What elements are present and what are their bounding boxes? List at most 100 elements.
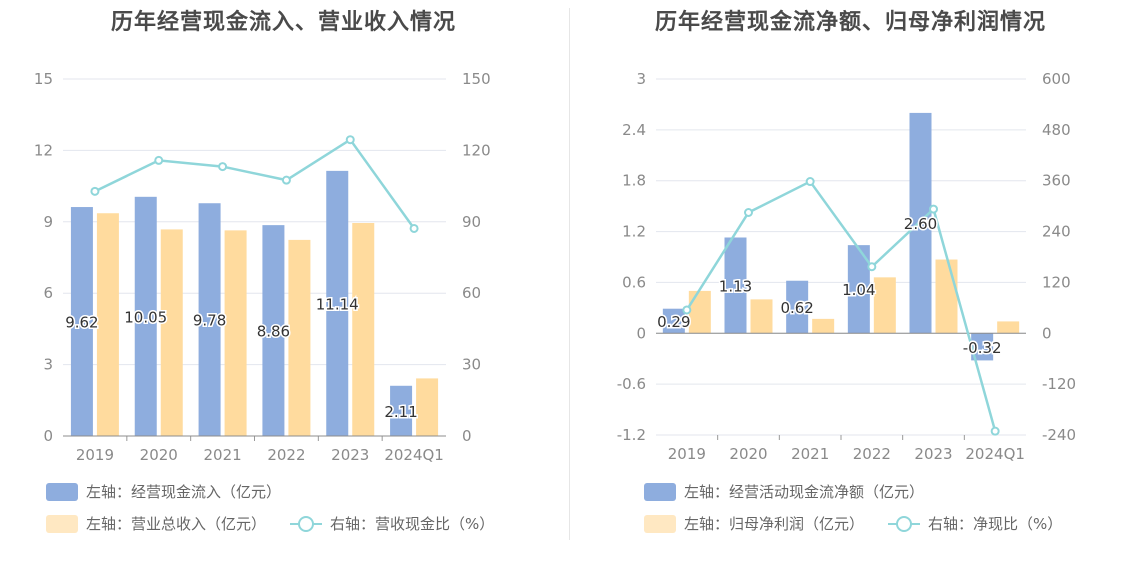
y-right-tick-label: 0 [1042,324,1052,342]
line-series [94,138,416,230]
legend-label-net-cash[interactable]: 左轴：经营活动现金流净额（亿元） [684,483,925,501]
y-right-tick-label: -120 [1042,375,1076,393]
legend-line-icon [888,515,921,533]
bar-data-label: 0.29 [657,313,690,331]
bar-secondary [997,321,1020,334]
bar-secondary [935,259,958,334]
bar-data-label: 2.11 [384,403,417,421]
y-right-tick-label: 60 [462,284,481,302]
chart-plot-area: -1.2 -0.6 0 0.6 1.2 1.8 2.4 3 -240 -120 0 120 240 360… [617,70,1076,463]
bar-secondary [812,318,835,334]
y-left-tick-label: 6 [43,284,53,302]
line-point [805,177,815,187]
legend-line-icon [290,515,323,533]
x-tick-label: 2024Q1 [965,445,1025,463]
line-point [154,155,164,165]
y-left-tick-label: 0.6 [622,273,646,291]
bar-primary [786,280,809,334]
legend-label-net-ratio[interactable]: 右轴：净现比（%） [928,515,1063,533]
x-tick-label: 2022 [267,446,305,464]
bar-primary [971,333,994,361]
y-right-tick-label: 0 [462,427,472,445]
panel-divider [569,8,570,540]
bar-primary [262,225,285,436]
y-right-tick-label: 30 [462,356,481,374]
line-point [218,162,228,172]
x-tick-label: 2021 [791,445,829,463]
bar-secondary [750,299,773,334]
line-point [90,186,100,196]
chart-title: 历年经营现金流净额、归母净利润情况 [654,10,1046,35]
bar-secondary [688,290,711,334]
bar-primary [909,112,932,334]
bar-data-label: 10.05 [124,308,167,326]
bar-secondary [96,213,119,436]
y-right-tick-label: 120 [1042,273,1071,291]
legend-label-net-profit[interactable]: 左轴：归母净利润（亿元） [684,515,865,533]
bar-primary [390,385,413,436]
chart-panel-net-cash: 历年经营现金流净额、归母净利润情况 -1.2 -0.6 0 0.6 1.2 1.8 2.4 3… [567,0,1134,582]
legend-swatch-net-cash [644,482,676,501]
legend-row-1: 左轴：经营现金流入（亿元） [46,481,281,502]
y-left-tick-label: -1.2 [617,426,646,444]
x-tick-label: 2020 [140,446,178,464]
line-point [990,426,1000,436]
line-point [682,305,692,315]
y-right-tick-label: 120 [462,141,491,159]
bar-secondary [160,229,183,436]
y-right-tick-label: -240 [1042,426,1076,444]
y-left-tick-label: 1.2 [622,223,646,241]
bar-primary [847,245,870,334]
line-point [281,175,291,185]
bar-primary [662,308,685,334]
legend-row-1: 左轴：经营活动现金流净额（亿元） [644,481,924,502]
bar-secondary [873,277,896,334]
y-right-tick-label: 360 [1042,172,1071,190]
bar-primary [724,237,747,334]
bar-data-label: 0.62 [780,299,813,317]
legend-row-2: 左轴：归母净利润（亿元） 右轴：净现比（%） [644,513,1062,534]
y-right-tick-label: 600 [1042,70,1071,88]
x-tick-label: 2021 [203,446,241,464]
line-point [929,204,938,214]
bar-data-label: 8.86 [257,323,290,341]
chart-title: 历年经营现金流入、营业收入情况 [110,10,456,35]
legend-row-2: 左轴：营业总收入（亿元） 右轴：营收现金比（%） [46,513,494,534]
line-point [345,135,355,145]
y-right-tick-label: 240 [1042,223,1071,241]
y-left-tick-label: 9 [43,213,53,231]
y-left-tick-label: 0 [43,427,53,445]
y-left-tick-label: 2.4 [622,121,646,139]
y-right-tick-label: 480 [1042,121,1071,139]
legend-label-cash-inflow[interactable]: 左轴：经营现金流入（亿元） [86,483,282,501]
bar-data-label: 1.04 [842,281,875,299]
y-left-tick-label: 12 [34,141,53,159]
x-tick-label: 2019 [76,446,114,464]
x-tick-label: 2022 [853,445,891,463]
x-tick-label: 2023 [331,446,369,464]
legend-label-ratio[interactable]: 右轴：营收现金比（%） [330,515,495,533]
bar-data-label: 2.60 [904,215,937,233]
bar-primary [134,196,157,436]
bar-data-label: 9.62 [65,314,98,332]
line-series [685,179,997,432]
y-left-tick-label: 3 [636,70,646,88]
x-tick-label: 2019 [668,445,706,463]
bar-data-label: 1.13 [719,277,752,295]
y-left-tick-label: 15 [34,70,53,88]
legend-swatch-revenue [46,514,78,533]
legend-label-revenue[interactable]: 左轴：营业总收入（亿元） [86,515,267,533]
bar-data-label: 9.78 [193,312,226,330]
bar-data-label: -0.32 [963,339,1002,357]
legend-swatch-cash-inflow [46,482,78,501]
chart-panel-cash-inflow: 历年经营现金流入、营业收入情况 0 3 6 9 12 15 0 30 60 90 120 150 201… [34,10,494,534]
bar-primary [70,207,93,436]
y-left-tick-label: 0 [636,324,646,342]
bar-primary [326,170,349,437]
x-tick-label: 2020 [729,445,767,463]
legend-swatch-net-profit [644,514,676,533]
y-left-tick-label: -0.6 [617,375,646,393]
y-right-tick-label: 150 [462,70,491,88]
